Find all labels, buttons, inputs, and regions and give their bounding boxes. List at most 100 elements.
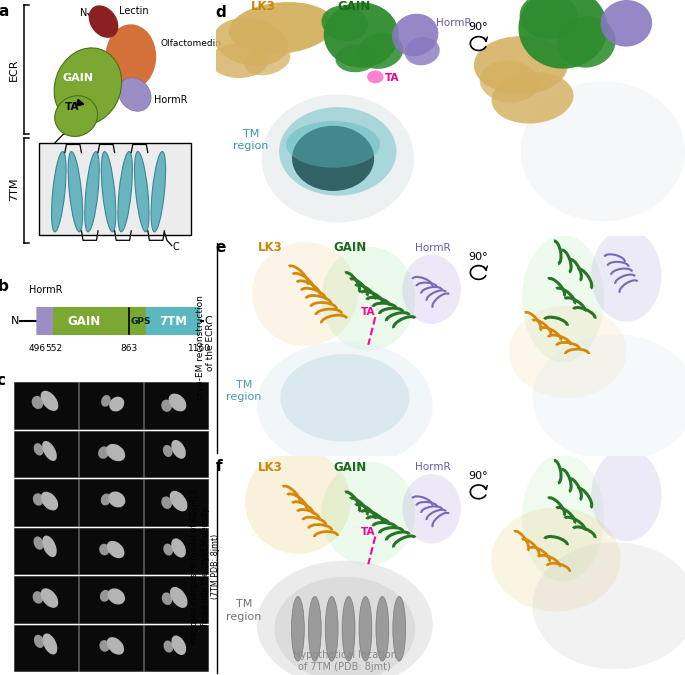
Ellipse shape [321,246,415,350]
Ellipse shape [42,535,57,557]
FancyBboxPatch shape [145,382,208,429]
Ellipse shape [367,70,384,83]
Ellipse shape [210,43,269,78]
Ellipse shape [161,400,172,412]
Ellipse shape [40,589,58,608]
Ellipse shape [107,637,124,655]
Text: TA: TA [65,102,79,111]
FancyBboxPatch shape [145,576,208,622]
Ellipse shape [252,242,358,346]
FancyBboxPatch shape [14,479,78,526]
Ellipse shape [68,152,83,232]
Text: LK3: LK3 [258,460,283,474]
Text: Lectin: Lectin [119,6,149,16]
Ellipse shape [321,462,415,566]
Text: 863: 863 [121,344,138,354]
Text: 1160: 1160 [188,344,211,354]
Ellipse shape [342,597,355,661]
Text: f: f [216,459,223,474]
Text: HormR: HormR [415,243,451,253]
Text: c: c [0,373,5,387]
Ellipse shape [509,306,626,398]
Ellipse shape [41,491,58,510]
Ellipse shape [519,0,608,69]
Text: 7TM: 7TM [159,315,187,327]
Ellipse shape [101,152,116,232]
Ellipse shape [134,152,149,232]
Ellipse shape [54,48,122,125]
Ellipse shape [321,5,368,41]
Ellipse shape [34,443,44,456]
Text: Proposed composite model of ADGRL3
fitted into the cryoEM density
(7TM PDB: 8jmt: Proposed composite model of ADGRL3 fitte… [190,489,220,644]
Ellipse shape [405,37,440,65]
FancyBboxPatch shape [79,576,143,622]
Ellipse shape [151,152,166,232]
Ellipse shape [85,152,99,232]
Ellipse shape [101,395,111,407]
Ellipse shape [107,541,125,558]
Text: d: d [216,5,227,20]
Ellipse shape [171,539,186,558]
Ellipse shape [119,78,151,111]
FancyBboxPatch shape [79,431,143,477]
Ellipse shape [170,587,188,608]
Ellipse shape [163,445,173,457]
Text: e: e [216,240,226,254]
Ellipse shape [51,152,66,232]
FancyBboxPatch shape [79,382,143,429]
FancyBboxPatch shape [145,431,208,477]
Ellipse shape [99,640,110,652]
Text: TM
region: TM region [234,128,269,151]
Ellipse shape [32,396,43,409]
Ellipse shape [169,394,186,411]
Ellipse shape [557,16,616,68]
Ellipse shape [162,593,173,605]
Ellipse shape [245,46,290,76]
Text: 496: 496 [29,344,46,354]
Text: LK3: LK3 [258,241,283,254]
FancyBboxPatch shape [39,143,191,235]
Text: HormR: HormR [154,95,188,105]
Ellipse shape [393,597,406,661]
Ellipse shape [336,44,377,72]
Ellipse shape [474,36,568,95]
Ellipse shape [492,72,573,124]
Ellipse shape [33,493,44,506]
Ellipse shape [245,450,351,554]
Text: 90°: 90° [469,471,488,481]
Text: a: a [0,4,8,19]
FancyBboxPatch shape [79,479,143,526]
Text: C: C [173,242,179,252]
Text: HormR: HormR [415,462,451,472]
Ellipse shape [171,440,186,459]
FancyBboxPatch shape [36,307,55,335]
Ellipse shape [591,449,662,541]
Ellipse shape [279,107,397,196]
Ellipse shape [170,491,188,512]
Text: TA: TA [361,526,375,537]
Ellipse shape [522,235,604,362]
Text: GPS: GPS [131,317,151,325]
Ellipse shape [55,96,97,136]
Ellipse shape [34,634,45,648]
Ellipse shape [325,597,338,661]
FancyBboxPatch shape [145,624,208,671]
FancyBboxPatch shape [14,431,78,477]
Ellipse shape [308,597,321,661]
Ellipse shape [108,491,125,508]
Ellipse shape [286,121,380,167]
Text: LK3: LK3 [251,1,276,14]
Ellipse shape [257,342,433,468]
Text: TM
region: TM region [226,599,262,622]
Ellipse shape [164,641,173,653]
Ellipse shape [34,537,44,549]
Ellipse shape [292,126,374,191]
Text: N: N [10,316,19,326]
Text: HormR: HormR [29,285,62,295]
Ellipse shape [357,34,403,69]
Ellipse shape [280,354,410,441]
Ellipse shape [214,18,288,65]
Ellipse shape [88,5,119,38]
Text: C: C [204,316,212,326]
Ellipse shape [376,597,389,661]
